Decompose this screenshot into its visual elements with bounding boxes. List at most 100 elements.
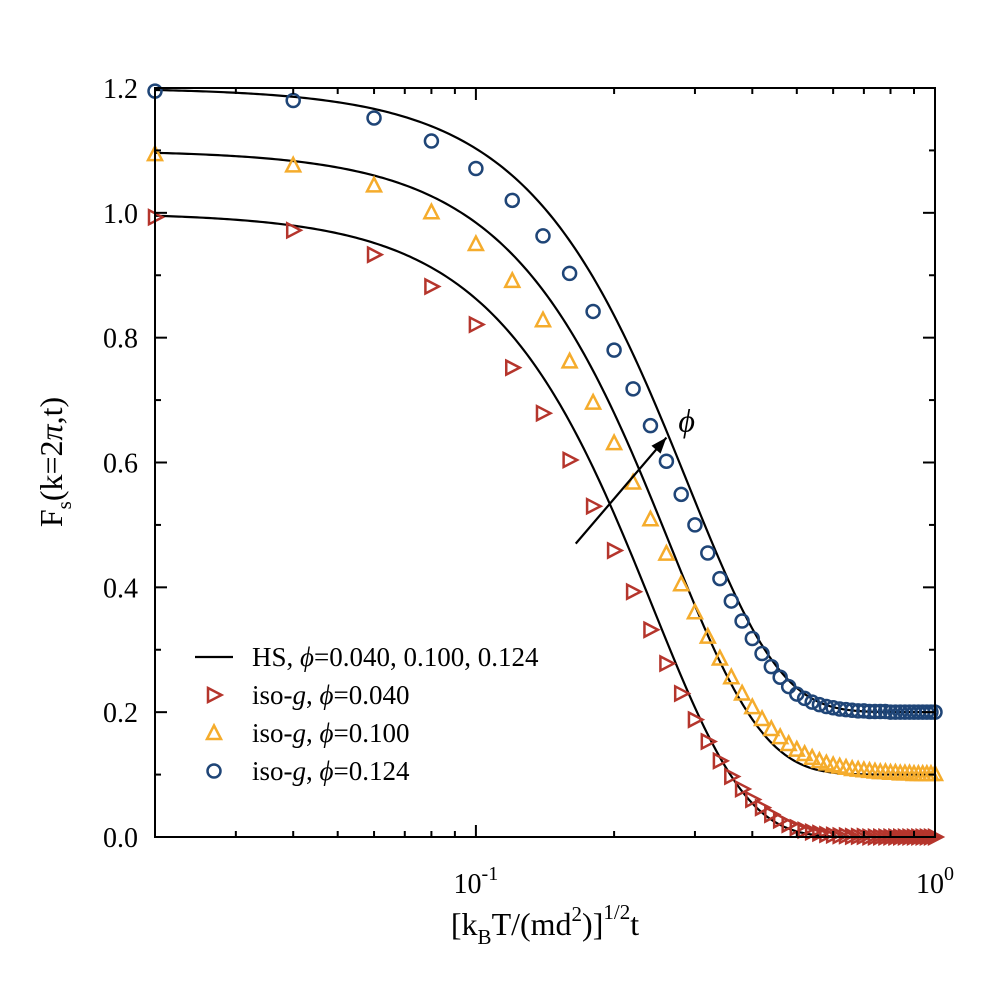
data-point (772, 811, 791, 830)
data-point (606, 342, 622, 358)
data-point (789, 686, 805, 702)
x-axis-title: [kBT/(md2)]1/2t (451, 900, 639, 949)
data-point (700, 545, 716, 561)
data-point (861, 703, 878, 720)
data-point (872, 703, 889, 720)
data-point (468, 160, 484, 177)
data-point (811, 696, 828, 713)
data-point (643, 620, 661, 639)
data-point (712, 751, 731, 770)
data-point (605, 432, 624, 451)
data-point (698, 626, 717, 644)
data-point (795, 743, 814, 762)
x-tick-label: 10-1 (454, 863, 499, 900)
data-point (585, 303, 601, 320)
data-point (562, 450, 580, 470)
data-point (722, 666, 741, 685)
data-point (422, 201, 441, 220)
data-point (712, 570, 728, 587)
data-point (672, 573, 691, 592)
phi-arrow (574, 436, 668, 545)
data-point (504, 192, 521, 209)
data-point (687, 710, 706, 729)
data-point (505, 358, 523, 377)
x-tick-base: 10 (454, 869, 482, 900)
data-point (606, 541, 625, 560)
y-tick-label: 0.4 (103, 573, 138, 604)
legend-marker (206, 685, 225, 705)
y-tick-label: 0.2 (103, 698, 138, 729)
data-point (673, 486, 689, 503)
data-point (744, 630, 761, 647)
legend-label: HS, ϕ=0.040, 0.100, 0.124 (252, 642, 539, 672)
series-2 (154, 151, 935, 776)
series-5 (145, 143, 945, 782)
y-tick-label: 1.2 (103, 74, 138, 105)
x-tick-exponent: -1 (482, 863, 499, 885)
legend-entry-1: HS, ϕ=0.040, 0.100, 0.124 (195, 642, 539, 672)
legend-entry-4: iso-g, ϕ=0.124 (206, 756, 410, 786)
data-point (700, 732, 719, 751)
data-point (734, 779, 753, 798)
data-point (659, 654, 677, 673)
data-point (535, 228, 551, 244)
data-point (658, 453, 675, 470)
annotation-layer: ϕ (574, 403, 695, 545)
data-point (803, 747, 822, 765)
legend-label: iso-g, ϕ=0.040 (252, 680, 409, 710)
data-point (466, 233, 485, 252)
data-point (781, 815, 799, 834)
data-point (796, 690, 813, 707)
data-point (585, 497, 604, 516)
plot-frame (154, 87, 936, 838)
data-point (584, 392, 603, 410)
data-point (723, 593, 740, 609)
data-point (285, 221, 304, 240)
data-point (754, 798, 773, 817)
data-point (771, 726, 790, 745)
legend-label: iso-g, ϕ=0.124 (252, 756, 410, 786)
y-axis-title: Fs(k=2π,t) (33, 397, 76, 527)
data-point (754, 645, 770, 662)
data-point (733, 683, 752, 701)
data-point (364, 175, 384, 193)
data-point (710, 648, 729, 666)
legend-entry-2: iso-g, ϕ=0.040 (206, 680, 409, 710)
x-tick-exponent: 0 (944, 863, 954, 885)
hs-curve (154, 88, 935, 714)
hs-curve (154, 151, 935, 776)
data-layer (145, 83, 946, 847)
series-3 (154, 88, 935, 714)
legend: HS, ϕ=0.040, 0.100, 0.124 iso-g, ϕ=0.040 i… (195, 642, 539, 786)
data-point (468, 315, 487, 334)
x-tick-label: 100 (916, 863, 954, 900)
data-point (673, 684, 692, 703)
legend-marker (204, 722, 224, 741)
data-point (625, 381, 641, 397)
data-point (366, 245, 385, 264)
data-point (625, 582, 644, 601)
data-point (687, 517, 703, 533)
labels-layer: 0.00.20.40.60.81.01.210-1 100[kBT/(md2)]1… (33, 74, 954, 949)
data-point (745, 790, 763, 809)
phi-arrow-head (651, 437, 667, 454)
data-point (763, 658, 780, 675)
data-point (779, 733, 798, 752)
y-tick-label: 0.8 (103, 324, 138, 355)
data-point (787, 739, 806, 757)
data-point (657, 543, 676, 561)
data-point (366, 110, 382, 126)
data-point (424, 277, 442, 296)
data-point (685, 602, 705, 620)
y-tick-label: 1.0 (103, 199, 138, 230)
data-point (867, 703, 883, 720)
data-point (724, 767, 742, 786)
data-point (850, 703, 866, 719)
data-point (882, 704, 899, 720)
data-point (561, 265, 578, 282)
data-point (535, 404, 554, 423)
data-point (560, 351, 579, 369)
data-point (503, 270, 522, 289)
